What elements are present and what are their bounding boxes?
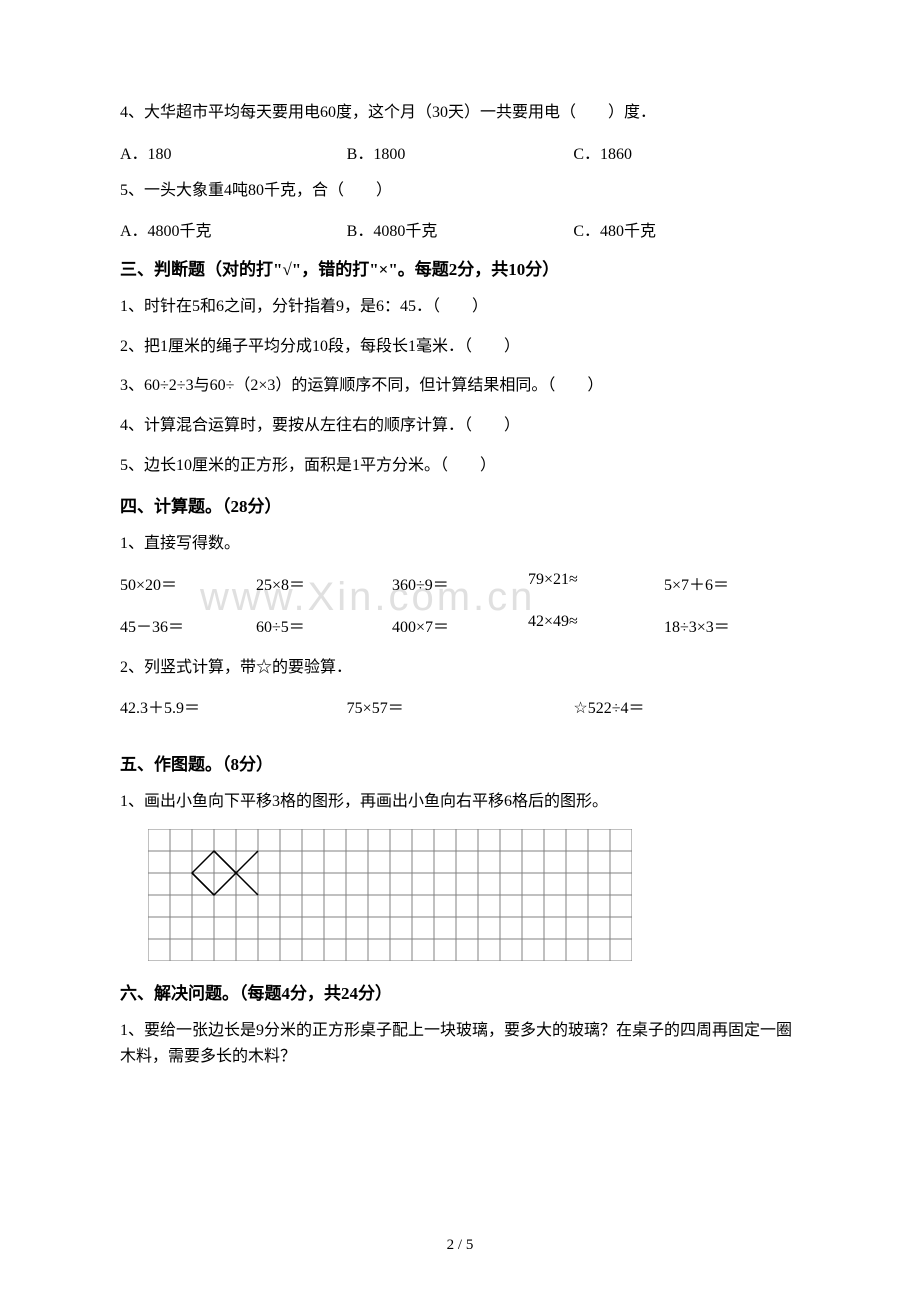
q4-options: A．180 B．1800 C．1860 <box>120 140 800 164</box>
calc-cell: 75×57＝ <box>347 694 574 718</box>
calc-cell: ☆522÷4＝ <box>573 694 800 718</box>
grid-svg <box>148 829 632 961</box>
q5-opt-a: A．4800千克 <box>120 217 347 241</box>
q4-opt-c: C．1860 <box>573 140 800 164</box>
q5-opt-c: C．480千克 <box>573 217 800 241</box>
calc-cell: 18÷3×3＝ <box>664 613 800 637</box>
page-number: 2 / 5 <box>0 1237 920 1254</box>
calc-cell: 25×8＝ <box>256 571 392 595</box>
section-4-heading: 四、计算题。（28分） <box>120 492 800 517</box>
section-3-heading: 三、判断题（对的打"√"，错的打"×"。每题2分，共10分） <box>120 255 800 280</box>
s4-row3: 42.3＋5.9＝ 75×57＝ ☆522÷4＝ <box>120 694 800 718</box>
s5-p1: 1、画出小鱼向下平移3格的图形，再画出小鱼向右平移6格后的图形。 <box>120 789 800 815</box>
s3-item-1: 1、时针在5和6之间，分针指着9，是6：45．（ ） <box>120 294 800 320</box>
document-content: 4、大华超市平均每天要用电60度，这个月（30天）一共要用电（ ）度． A．18… <box>120 100 800 1069</box>
section-5-heading: 五、作图题。（8分） <box>120 750 800 775</box>
q5-opt-b: B．4080千克 <box>347 217 574 241</box>
calc-cell: 400×7＝ <box>392 613 528 637</box>
section-6-heading: 六、解决问题。（每题4分，共24分） <box>120 979 800 1004</box>
calc-cell: 60÷5＝ <box>256 613 392 637</box>
s3-item-2: 2、把1厘米的绳子平均分成10段，每段长1毫米．（ ） <box>120 334 800 360</box>
s4-p1: 1、直接写得数。 <box>120 531 800 557</box>
calc-cell: 42×49≈ <box>528 613 664 637</box>
calc-cell: 360÷9＝ <box>392 571 528 595</box>
s3-item-5: 5、边长10厘米的正方形，面积是1平方分米。（ ） <box>120 453 800 479</box>
q5-stem: 5、一头大象重4吨80千克，合（ ） <box>120 178 800 204</box>
q4-stem: 4、大华超市平均每天要用电60度，这个月（30天）一共要用电（ ）度． <box>120 100 800 126</box>
q4-opt-a: A．180 <box>120 140 347 164</box>
s3-item-4: 4、计算混合运算时，要按从左往右的顺序计算．（ ） <box>120 413 800 439</box>
calc-cell: 79×21≈ <box>528 571 664 595</box>
q4-opt-b: B．1800 <box>347 140 574 164</box>
calc-cell: 42.3＋5.9＝ <box>120 694 347 718</box>
s6-p1: 1、要给一张边长是9分米的正方形桌子配上一块玻璃，要多大的玻璃？在桌子的四周再固… <box>120 1018 800 1069</box>
s3-item-3: 3、60÷2÷3与60÷（2×3）的运算顺序不同，但计算结果相同。（ ） <box>120 373 800 399</box>
calc-cell: 45－36＝ <box>120 613 256 637</box>
q5-options: A．4800千克 B．4080千克 C．480千克 <box>120 217 800 241</box>
s4-row1: 50×20＝ 25×8＝ 360÷9＝ 79×21≈ 5×7＋6＝ <box>120 571 800 595</box>
s4-p2: 2、列竖式计算，带☆的要验算． <box>120 655 800 681</box>
translation-grid <box>148 829 800 961</box>
calc-cell: 50×20＝ <box>120 571 256 595</box>
calc-cell: 5×7＋6＝ <box>664 571 800 595</box>
s4-row2: 45－36＝ 60÷5＝ 400×7＝ 42×49≈ 18÷3×3＝ <box>120 613 800 637</box>
